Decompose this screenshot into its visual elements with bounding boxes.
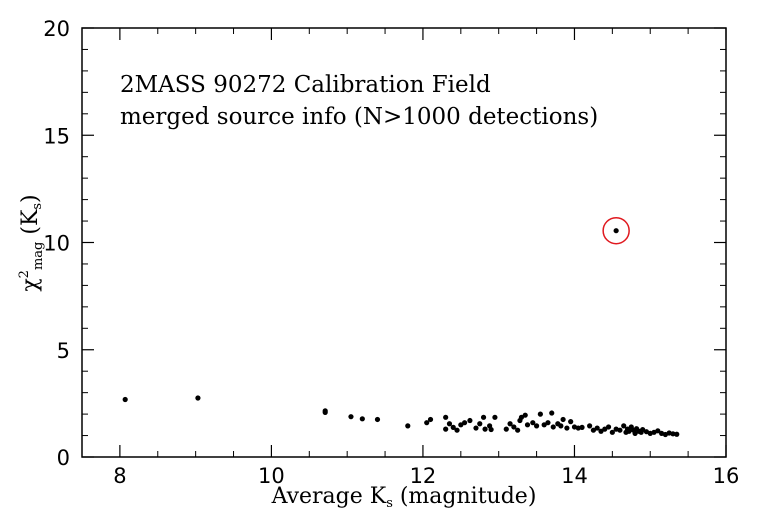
- data-point: [549, 410, 555, 416]
- data-point: [503, 426, 509, 432]
- data-point: [359, 416, 365, 422]
- data-point: [450, 424, 456, 430]
- annotation-line-2: merged source info (N>1000 detections): [120, 104, 598, 130]
- data-points: [122, 228, 680, 438]
- data-point: [322, 409, 328, 415]
- outlier-point: [613, 228, 619, 234]
- data-point: [458, 422, 464, 428]
- y-axis-title: χ2mag (Ks): [17, 194, 46, 291]
- data-point: [473, 425, 479, 431]
- data-point: [488, 426, 494, 433]
- x-tick-label: 14: [561, 464, 588, 488]
- data-point: [602, 426, 608, 432]
- data-point: [462, 420, 468, 426]
- x-axis-title-prefix: Average K: [271, 484, 387, 509]
- axis-ticks: [82, 27, 727, 458]
- data-point: [446, 421, 453, 427]
- data-point: [579, 424, 585, 430]
- data-point: [443, 426, 449, 432]
- data-point: [511, 424, 517, 430]
- y-axis-title-suffix: (K: [18, 209, 43, 242]
- y-axis-title-chi: χ: [18, 278, 43, 291]
- data-point: [674, 431, 680, 437]
- data-point: [640, 426, 646, 433]
- data-point: [522, 412, 528, 418]
- data-point: [609, 429, 615, 435]
- data-point: [467, 417, 473, 424]
- y-tick-label: 20: [43, 17, 70, 41]
- y-tick-label: 10: [43, 232, 70, 256]
- x-axis-title-subscript: s: [386, 496, 393, 511]
- data-point: [348, 414, 354, 420]
- y-axis-title-close: ): [18, 194, 43, 203]
- data-point: [195, 395, 201, 401]
- data-point: [605, 424, 612, 430]
- data-point: [492, 414, 498, 420]
- data-point: [587, 423, 593, 429]
- data-point: [480, 414, 487, 420]
- data-point: [545, 420, 551, 426]
- x-tick-label: 12: [410, 464, 437, 488]
- data-point: [424, 420, 430, 426]
- data-point: [626, 428, 632, 434]
- y-axis-title-subscript-2: s: [30, 203, 45, 210]
- data-point: [122, 396, 128, 403]
- x-tick-label: 10: [258, 464, 285, 488]
- data-point: [670, 431, 676, 437]
- data-point: [518, 414, 525, 420]
- data-point: [427, 416, 434, 423]
- data-point: [590, 427, 597, 433]
- data-point: [515, 427, 521, 433]
- data-point: [560, 416, 566, 423]
- axis-tick-labels: 8 10 12 14 16 0 5 10 15 20: [43, 17, 739, 488]
- annotation-line-1: 2MASS 90272 Calibration Field: [120, 72, 491, 98]
- y-axis-title-subscript: mag: [31, 242, 46, 270]
- data-point: [594, 425, 600, 431]
- data-point: [564, 425, 570, 431]
- data-point: [621, 423, 627, 429]
- data-point: [537, 411, 543, 417]
- x-tick-label: 8: [113, 464, 126, 488]
- data-point: [477, 421, 483, 427]
- y-tick-label: 15: [43, 124, 70, 148]
- data-point: [443, 414, 449, 420]
- data-point: [598, 428, 604, 434]
- data-point: [550, 424, 556, 430]
- x-axis-title: Average Ks (magnitude): [271, 484, 537, 511]
- data-point: [568, 419, 574, 425]
- y-axis-title-superscript: 2: [17, 270, 32, 278]
- data-point: [632, 430, 638, 437]
- x-axis-title-suffix: (magnitude): [393, 484, 537, 509]
- data-point: [533, 423, 540, 429]
- data-point: [617, 427, 623, 433]
- data-point: [541, 422, 547, 428]
- data-point: [454, 427, 460, 433]
- highlight-circle: [602, 216, 630, 245]
- data-point: [655, 428, 661, 434]
- y-tick-label: 5: [57, 339, 70, 363]
- data-point: [482, 426, 488, 432]
- data-point: [530, 420, 536, 426]
- x-tick-label: 16: [713, 464, 740, 488]
- data-point: [558, 423, 564, 429]
- data-point: [524, 422, 531, 428]
- data-point: [374, 416, 381, 423]
- data-point: [405, 423, 411, 429]
- y-tick-label: 0: [57, 446, 70, 470]
- data-point: [507, 421, 513, 427]
